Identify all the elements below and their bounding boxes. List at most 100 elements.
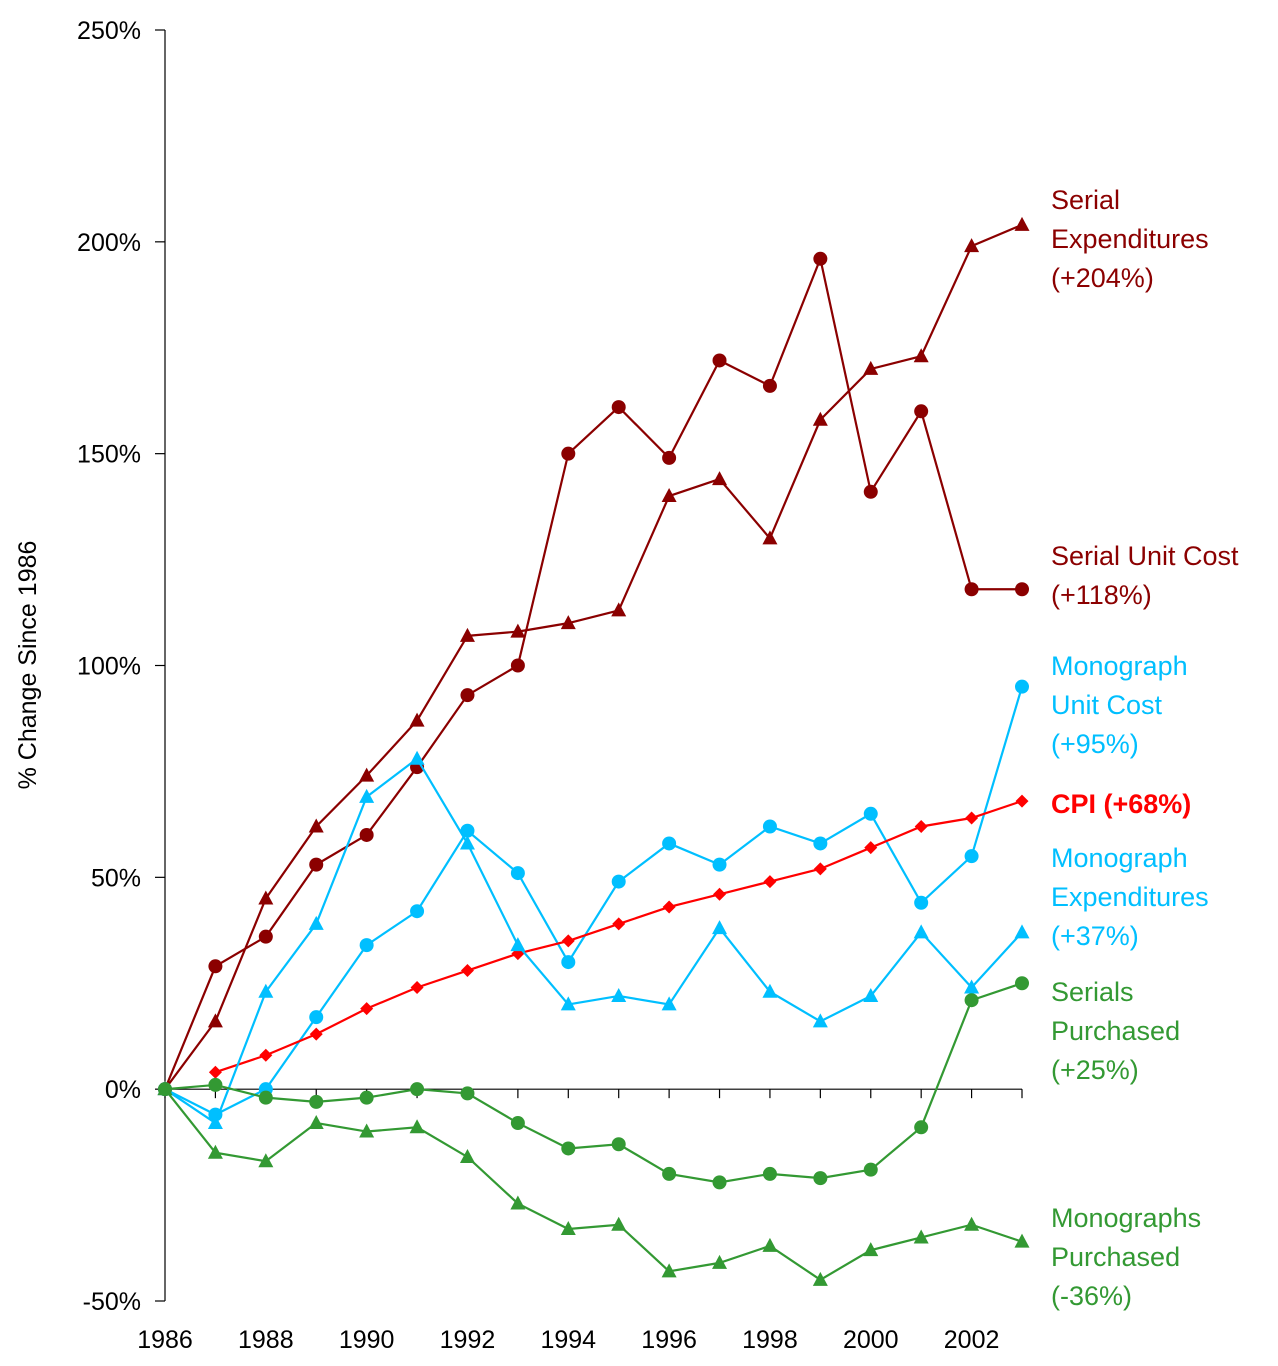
data-point bbox=[813, 251, 828, 266]
data-point bbox=[762, 819, 777, 834]
data-point bbox=[612, 917, 626, 931]
data-point bbox=[611, 602, 627, 617]
data-point bbox=[510, 658, 525, 673]
data-point bbox=[864, 841, 878, 855]
data-point bbox=[410, 1082, 425, 1097]
y-tick-label: -50% bbox=[83, 1288, 141, 1316]
data-point bbox=[662, 450, 677, 465]
series-2 bbox=[158, 679, 1029, 1122]
series-line bbox=[215, 800, 1023, 1074]
data-point bbox=[308, 915, 324, 930]
data-point bbox=[964, 582, 979, 597]
data-point bbox=[409, 1119, 425, 1134]
data-point bbox=[510, 937, 526, 952]
series-layer bbox=[157, 216, 1030, 1286]
data-point bbox=[258, 1090, 273, 1105]
data-point bbox=[863, 484, 878, 499]
x-tick-label: 1988 bbox=[238, 1326, 294, 1354]
series-label-line: Unit Cost bbox=[1051, 690, 1163, 720]
data-point bbox=[510, 1195, 526, 1210]
data-point bbox=[459, 1148, 475, 1163]
data-point bbox=[1014, 1233, 1030, 1248]
axes bbox=[164, 30, 1022, 1301]
data-point bbox=[258, 983, 274, 998]
x-tick-label: 2002 bbox=[944, 1326, 1000, 1354]
data-point bbox=[863, 360, 879, 375]
x-tick-label: 1990 bbox=[339, 1326, 395, 1354]
series-label: Monographs Purchased (-36%) bbox=[1051, 1203, 1201, 1311]
x-tick-label: 1994 bbox=[540, 1326, 596, 1354]
series-label-line: Serial bbox=[1051, 185, 1120, 215]
x-tick-label: 1996 bbox=[641, 1326, 697, 1354]
series-label-line: (+37%) bbox=[1051, 921, 1139, 951]
series-label: CPI (+68%) bbox=[1051, 789, 1191, 819]
data-point bbox=[913, 924, 929, 939]
data-point bbox=[560, 615, 576, 630]
series-line bbox=[163, 255, 1022, 1090]
data-point bbox=[359, 827, 374, 842]
series-0 bbox=[157, 216, 1030, 1096]
data-point bbox=[964, 993, 979, 1008]
y-axis-title: % Change Since 1986 bbox=[14, 541, 42, 790]
data-point bbox=[510, 623, 526, 638]
data-point bbox=[964, 849, 979, 864]
data-point bbox=[208, 1065, 222, 1079]
x-tick-label: 2000 bbox=[843, 1326, 899, 1354]
data-point bbox=[964, 238, 980, 253]
x-axis-ticks: 1986 1988 1990 1992 1994 1996 1998 2000 2002 bbox=[137, 1089, 1023, 1354]
data-point bbox=[662, 836, 677, 851]
data-point bbox=[309, 1027, 323, 1041]
data-point bbox=[762, 983, 778, 998]
series-line bbox=[164, 982, 1023, 1184]
series-label-line: (+25%) bbox=[1051, 1055, 1139, 1085]
data-point bbox=[863, 987, 879, 1002]
series-6 bbox=[157, 1081, 1030, 1286]
series-label-line: Serials bbox=[1051, 977, 1134, 1007]
data-point bbox=[309, 857, 324, 872]
series-3 bbox=[208, 794, 1029, 1079]
series-label-line: Expenditures bbox=[1051, 224, 1209, 254]
data-point bbox=[207, 1115, 223, 1130]
series-label-line: CPI (+68%) bbox=[1051, 789, 1191, 819]
x-tick-label: 1986 bbox=[137, 1326, 193, 1354]
data-point bbox=[309, 1094, 324, 1109]
data-point bbox=[1015, 679, 1029, 694]
data-point bbox=[713, 887, 727, 901]
data-point bbox=[812, 1271, 828, 1286]
data-point bbox=[560, 996, 576, 1011]
series-label-line: Serial Unit Cost bbox=[1051, 541, 1239, 571]
data-point bbox=[863, 1242, 879, 1257]
series-label-line: (+204%) bbox=[1051, 263, 1154, 293]
data-point bbox=[611, 874, 626, 889]
series-label-line: Monograph bbox=[1051, 651, 1188, 681]
series-label-line: (+95%) bbox=[1051, 729, 1139, 759]
data-point bbox=[409, 750, 425, 765]
data-point bbox=[914, 1120, 929, 1135]
data-point bbox=[207, 1144, 223, 1159]
data-point bbox=[712, 1175, 727, 1190]
data-point bbox=[460, 823, 475, 838]
data-point bbox=[460, 964, 474, 978]
data-point bbox=[712, 857, 727, 872]
data-point bbox=[359, 1123, 375, 1138]
data-point bbox=[611, 1137, 626, 1152]
data-point bbox=[812, 411, 828, 426]
data-point bbox=[611, 987, 627, 1002]
data-point bbox=[157, 1081, 173, 1096]
series-line bbox=[164, 757, 1023, 1125]
data-point bbox=[561, 955, 576, 970]
data-point bbox=[258, 890, 274, 905]
data-point bbox=[611, 1216, 627, 1231]
y-axis-ticks: -50% 0% 50% 100% 150% 200% 250% bbox=[77, 17, 165, 1316]
data-point bbox=[762, 530, 778, 545]
data-point bbox=[661, 996, 677, 1011]
data-point bbox=[561, 934, 575, 948]
data-point bbox=[1014, 924, 1030, 939]
data-point bbox=[662, 900, 676, 914]
series-label-line: Purchased bbox=[1051, 1016, 1180, 1046]
y-tick-label: 0% bbox=[105, 1076, 141, 1104]
data-point bbox=[914, 819, 928, 833]
data-point bbox=[762, 1166, 777, 1181]
series-label-line: Monograph bbox=[1051, 843, 1188, 873]
data-point bbox=[1014, 216, 1030, 231]
